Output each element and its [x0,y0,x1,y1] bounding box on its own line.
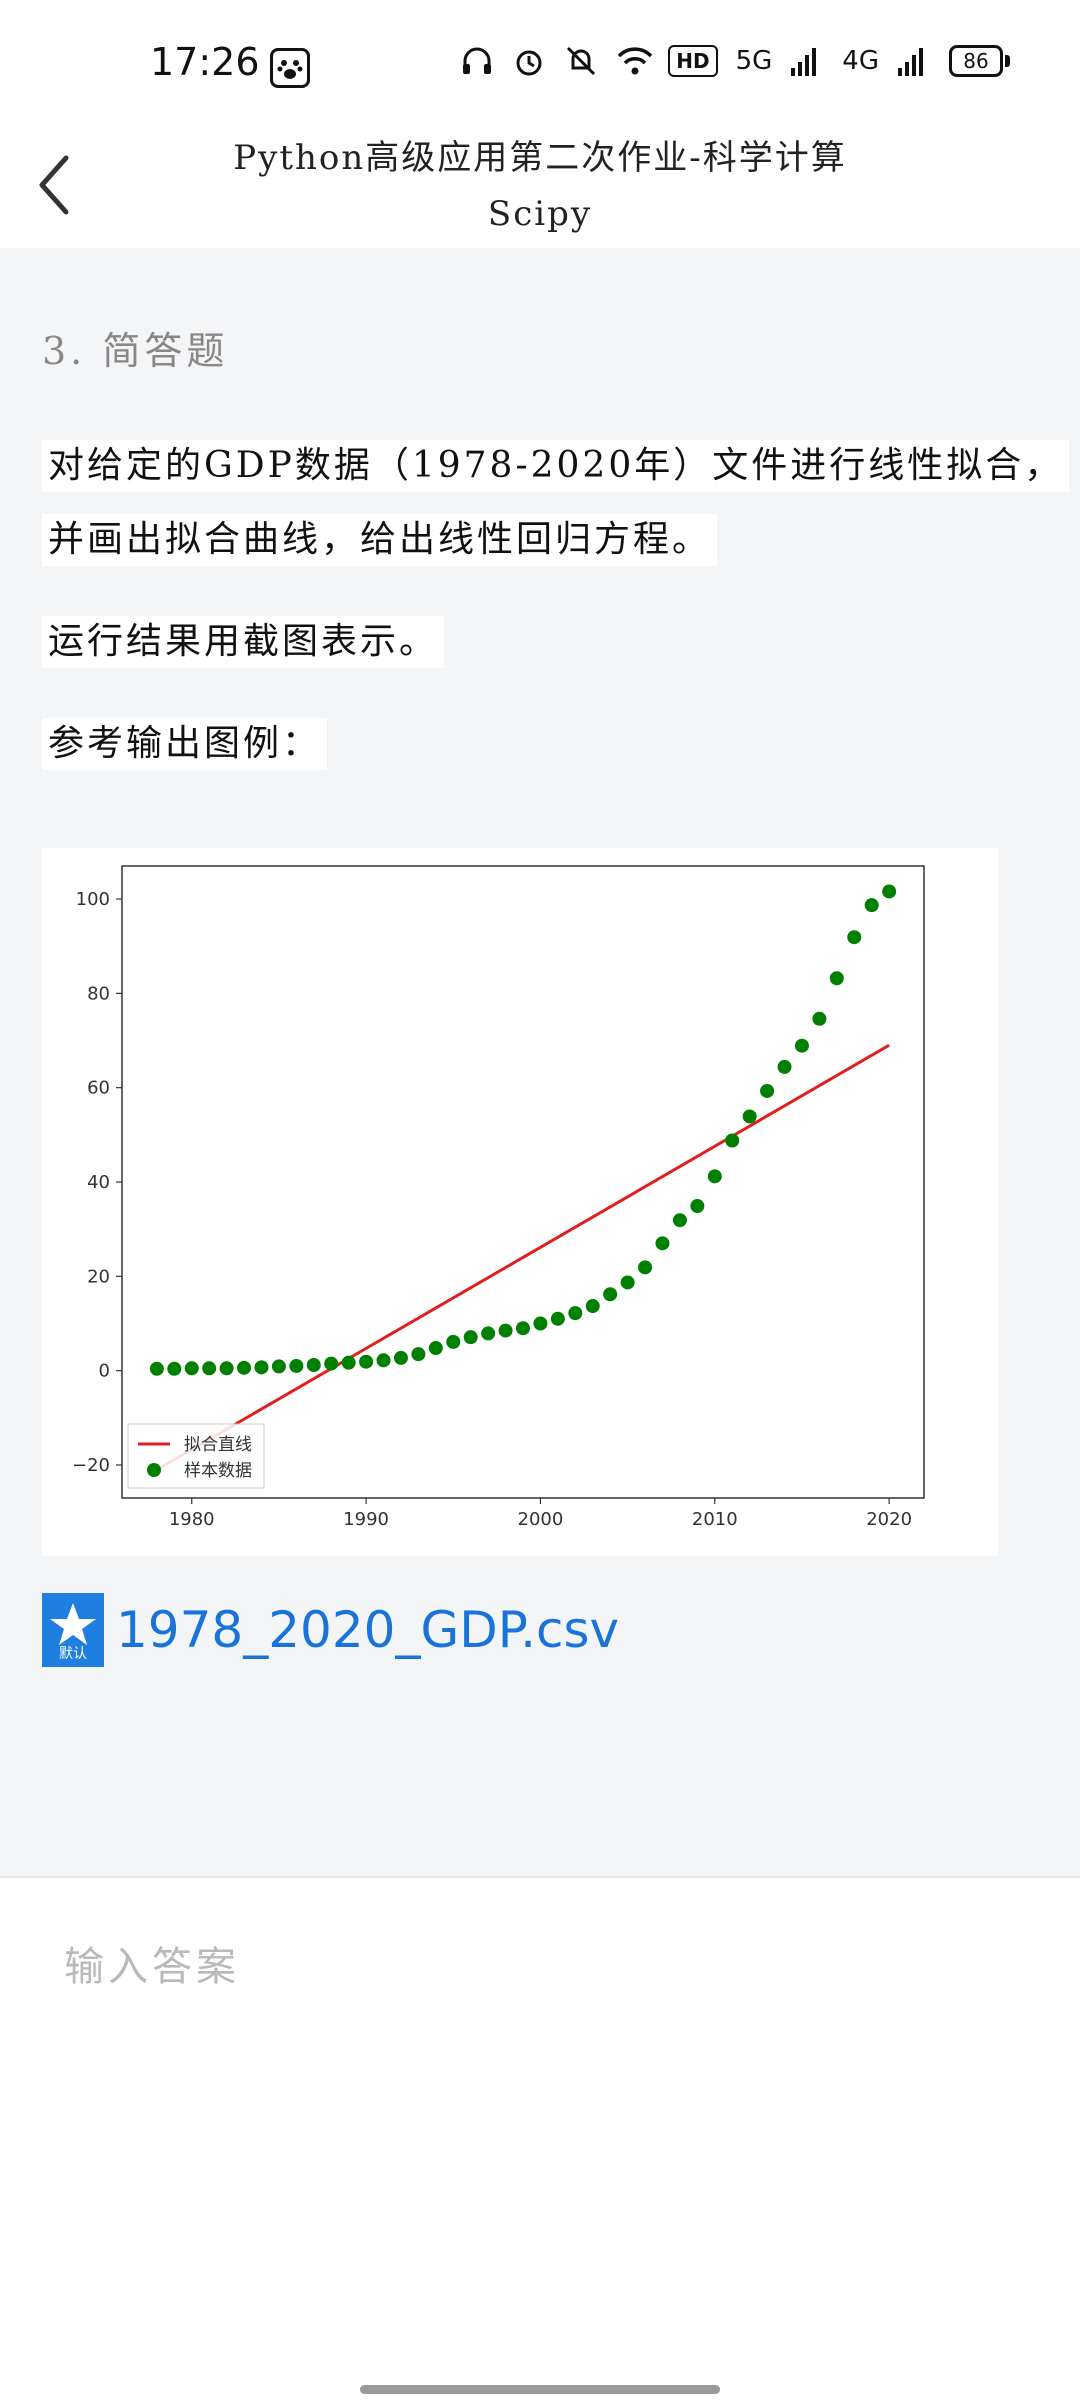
wifi-icon [616,44,653,78]
y-tick-label: −20 [72,1455,110,1476]
question-type-label: 3. 简答题 [42,329,229,373]
legend-point-swatch [147,1463,161,1477]
page-title-line1: Python高级应用第二次作业-科学计算 [233,138,847,178]
data-point [672,1213,687,1228]
battery-tip [1005,55,1010,67]
data-point [341,1355,356,1370]
data-point [184,1361,199,1376]
data-point [655,1236,670,1251]
data-point [568,1306,583,1321]
page-title-line2: Scipy [487,194,593,234]
data-point [324,1356,339,1371]
data-point [306,1357,321,1372]
x-tick-label: 1980 [169,1509,215,1530]
y-tick-label: 100 [76,889,110,910]
chevron-left-icon [39,155,69,215]
y-tick-label: 0 [99,1361,110,1382]
data-point [254,1360,269,1375]
question-text-line3: 运行结果用截图表示。 [42,616,445,668]
data-point [481,1326,496,1341]
question-content: 3. 简答题 对给定的GDP数据（1978-2020年）文件进行线性拟合， 并画… [0,248,1080,1876]
mute-bell-icon [564,44,598,78]
data-point [760,1083,775,1098]
home-indicator[interactable] [360,2385,720,2394]
attachment-file[interactable]: 默认 1978_2020_GDP.csv [42,1593,619,1667]
answer-placeholder: 输入答案 [64,1944,240,1990]
battery-level: 86 [949,45,1003,77]
signal-bars-icon [790,44,824,78]
data-point [707,1169,722,1184]
data-point [777,1059,792,1074]
data-point [882,884,897,899]
data-point [812,1011,827,1026]
attachment-filename[interactable]: 1978_2020_GDP.csv [116,1601,620,1659]
hd-badge: HD [668,45,718,77]
data-point [638,1260,653,1275]
signal-bars-icon [897,44,931,78]
status-time: 17:26 [150,40,260,84]
data-point [864,898,879,913]
legend-box [127,1423,265,1489]
fit-line [156,1043,890,1471]
data-point [725,1133,740,1148]
x-tick-label: 1990 [343,1509,389,1530]
data-point [149,1361,164,1376]
data-point [237,1360,252,1375]
status-icons: HD 5G 4G 86 [460,44,1010,78]
question-text-line4: 参考输出图例： [42,718,328,770]
data-point [428,1341,443,1356]
data-point [585,1299,600,1314]
data-point [498,1323,513,1338]
divider [0,1876,1080,1878]
question-text-line2: 并画出拟合曲线，给出线性回归方程。 [42,514,718,566]
data-point [690,1199,705,1214]
y-tick-label: 60 [87,1078,110,1099]
plot-frame [121,865,925,1499]
status-bar: 17:26 HD 5G 4G 86 [0,0,1080,130]
data-point [463,1330,478,1345]
data-point [550,1311,565,1326]
data-point [376,1353,391,1368]
data-point [446,1334,461,1349]
headphones-icon [460,44,494,78]
legend-label-fit: 拟合直线 [184,1435,252,1455]
back-button[interactable] [30,150,80,220]
data-point [847,930,862,945]
x-tick-label: 2020 [866,1509,912,1530]
data-point [289,1358,304,1373]
file-star-icon: 默认 [42,1593,104,1667]
signal-5g: 5G [735,46,773,76]
data-point [271,1359,286,1374]
alarm-icon [512,44,546,78]
baidu-paw-icon [270,48,310,88]
data-point [411,1347,426,1362]
reference-chart-image[interactable]: 1980 1990 2000 2010 2020 −20 0 20 40 60 80 100 拟合直线样… [42,848,998,1556]
answer-input[interactable]: 输入答案 [0,1878,1080,2400]
data-point [794,1038,809,1053]
legend-label-sample: 样本数据 [184,1461,252,1481]
data-point [219,1361,234,1376]
page-header: Python高级应用第二次作业-科学计算 Scipy [0,120,1080,248]
data-point [620,1275,635,1290]
page-title: Python高级应用第二次作业-科学计算 Scipy [140,130,940,242]
y-tick-label: 20 [87,1266,110,1287]
data-point [516,1321,530,1336]
data-point [603,1287,618,1302]
x-tick-label: 2000 [518,1509,564,1530]
question-text-line1: 对给定的GDP数据（1978-2020年）文件进行线性拟合， [42,440,1070,492]
data-point [167,1361,182,1376]
y-tick-label: 80 [87,983,110,1004]
data-point [359,1354,374,1369]
y-tick-label: 40 [87,1172,110,1193]
battery-indicator: 86 [949,45,1010,77]
x-tick-label: 2010 [692,1509,738,1530]
data-point [393,1350,408,1365]
data-point [202,1361,217,1376]
data-point [742,1109,757,1124]
data-point [533,1316,548,1331]
signal-4g: 4G [842,46,879,76]
gdp-chart: 1980 1990 2000 2010 2020 −20 0 20 40 60 80 100 拟合直线样… [72,865,925,1530]
file-icon-caption: 默认 [59,1646,87,1662]
data-point [829,971,844,986]
